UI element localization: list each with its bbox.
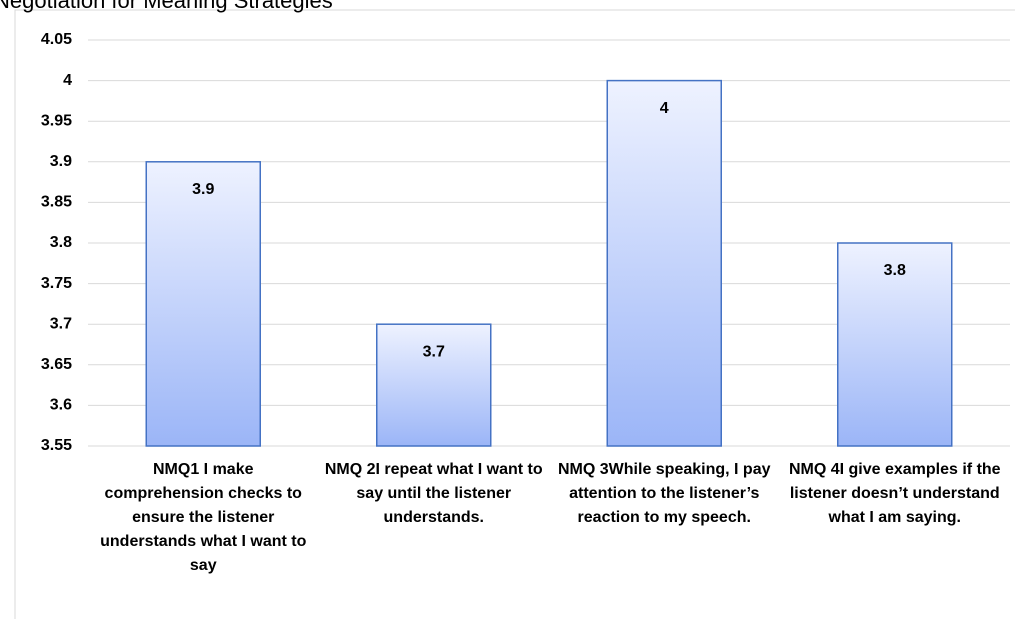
x-tick-label: NMQ 4I give examples if the listener doe… [788,461,1001,526]
y-tick-label: 4.05 [41,31,72,48]
data-label: 3.8 [884,262,906,279]
chart-frame [14,9,1015,619]
y-tick-label: 3.7 [50,315,72,332]
data-label: 3.9 [192,181,214,198]
y-tick-label: 3.75 [41,275,72,292]
bar [145,161,261,447]
chart-title: Negotiation for Meaning Strategies [0,0,333,13]
y-tick-label: 3.9 [50,153,72,170]
y-tick-label: 3.6 [50,397,72,414]
bar [606,79,722,447]
y-tick-label: 3.65 [41,356,72,373]
x-tick-label: NMQ 3While speaking, I pay attention to … [558,461,771,526]
y-tick-label: 3.55 [41,437,72,454]
x-tick-label: NMQ1 I make comprehension checks to ensu… [100,461,307,574]
y-tick-label: 3.85 [41,194,72,211]
data-label: 3.7 [423,343,445,360]
x-tick-label: NMQ 2I repeat what I want to say until t… [324,461,543,526]
y-tick-label: 3.8 [50,234,72,251]
y-tick-label: 4 [63,72,72,89]
data-label: 4 [660,100,669,117]
y-tick-label: 3.95 [41,112,72,129]
bar [837,242,953,447]
bar [376,323,492,447]
